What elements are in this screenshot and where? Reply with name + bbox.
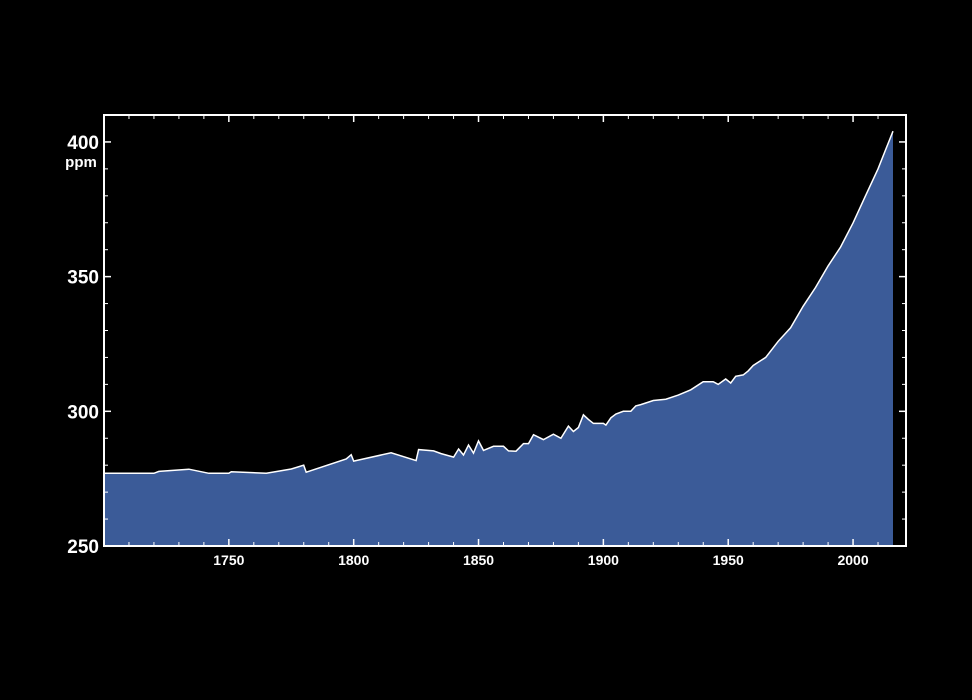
x-tick-label: 1800 — [338, 552, 369, 568]
y-tick-label: 350 — [67, 268, 99, 289]
y-tick-label: 400 — [67, 133, 99, 154]
x-tick-label: 1950 — [713, 552, 744, 568]
x-tick-label: 1850 — [463, 552, 494, 568]
x-tick-label: 1750 — [213, 552, 244, 568]
x-tick-label: 1900 — [588, 552, 619, 568]
co2-area — [104, 131, 893, 546]
x-tick-label: 2000 — [837, 552, 868, 568]
co2-line — [104, 130, 894, 475]
y-tick-label: 250 — [67, 537, 99, 558]
y-tick-label: 300 — [67, 402, 99, 423]
y-axis-label: ppm — [65, 154, 97, 171]
